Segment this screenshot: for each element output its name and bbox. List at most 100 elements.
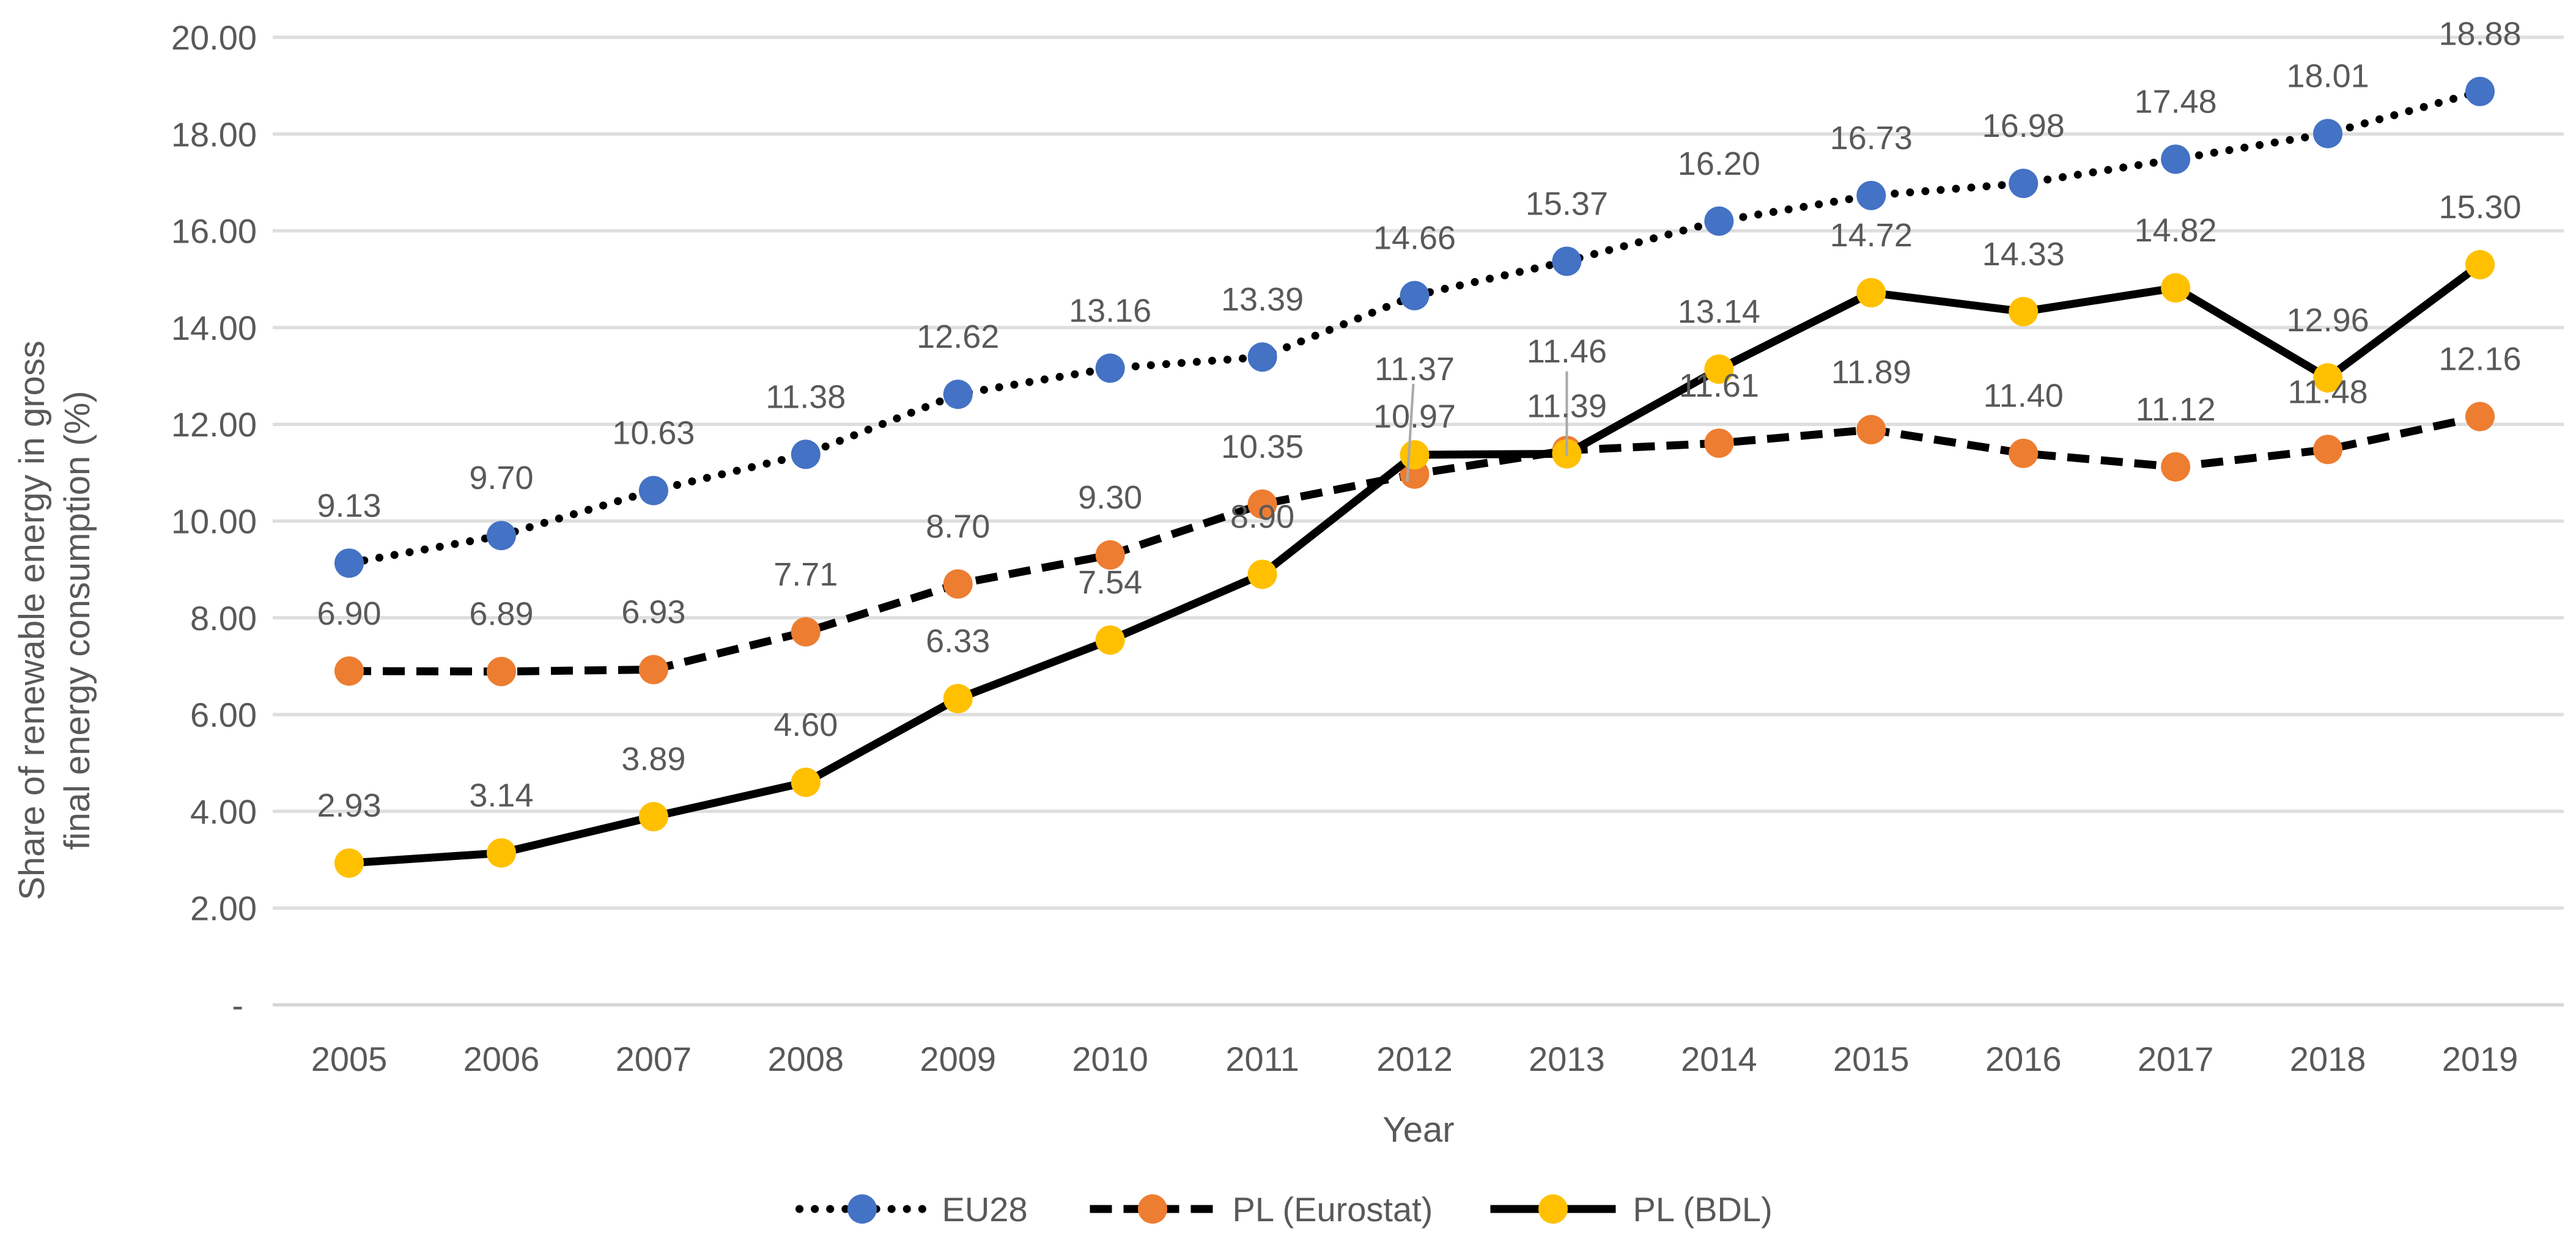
series-marker-eu28 [2465,76,2495,106]
data-label: 11.89 [1831,354,1911,391]
data-label: 10.63 [612,415,695,452]
legend-label: PL (Eurostat) [1233,1190,1433,1229]
series-marker-pl-eurostat- [334,656,364,686]
series-marker-eu28 [2009,169,2039,199]
series-marker-eu28 [1247,342,1277,372]
legend-item-eu28: EU28 [795,1190,1028,1229]
data-label: 6.89 [469,596,533,633]
x-tick-label: 2016 [1985,1040,2062,1078]
series-marker-pl-eurostat- [1704,428,1734,458]
data-label: 18.88 [2438,16,2521,53]
y-tick-label: 2.00 [190,889,257,928]
data-label-leader-line [1406,383,1415,482]
series-marker-pl-bdl- [334,848,364,878]
y-axis-title-line: final energy consumption (%) [57,391,97,850]
data-label: 11.46 [1527,333,1607,370]
series-marker-pl-bdl- [2313,363,2343,393]
y-tick-label: 18.00 [171,115,257,153]
x-tick-label: 2015 [1833,1040,1910,1078]
data-label: 11.38 [766,378,846,415]
series-marker-eu28 [638,476,668,505]
legend-label: PL (BDL) [1633,1190,1773,1229]
data-label: 11.12 [2136,391,2216,428]
y-tick-label: 14.00 [171,309,257,347]
data-label: 6.33 [926,623,990,660]
series-marker-pl-eurostat- [2161,452,2191,482]
data-label: 15.37 [1526,185,1608,222]
series-marker-pl-eurostat- [2009,438,2039,468]
x-tick-label: 2009 [920,1040,996,1078]
data-label: 12.96 [2287,302,2369,339]
data-label: 6.90 [317,595,381,632]
series-marker-pl-bdl- [2465,250,2495,280]
series-marker-pl-bdl- [791,767,821,797]
series-marker-pl-eurostat- [1856,414,1886,444]
legend-marker [1538,1194,1568,1224]
data-label: 14.66 [1373,220,1456,257]
y-tick-label: 20.00 [171,18,257,57]
series-marker-pl-bdl- [638,802,668,832]
data-label: 10.35 [1221,428,1304,465]
x-tick-label: 2007 [616,1040,692,1078]
series-marker-pl-bdl- [1247,559,1277,589]
data-label: 13.14 [1678,293,1760,330]
series-marker-pl-eurostat- [943,569,973,599]
data-label: 11.37 [1375,351,1455,388]
data-label: 11.40 [1984,378,2064,414]
data-label: 8.70 [926,508,990,545]
data-label: 13.16 [1069,292,1151,329]
data-label: 6.93 [621,593,685,630]
data-label: 13.39 [1221,281,1304,318]
series-marker-pl-bdl- [2161,273,2191,303]
x-tick-label: 2019 [2442,1040,2519,1078]
data-label: 16.20 [1678,145,1760,182]
series-marker-pl-eurostat- [2313,435,2343,465]
data-label: 11.39 [1527,388,1607,424]
series-marker-eu28 [943,380,973,410]
data-label: 4.60 [773,707,838,743]
data-label: 17.48 [2135,83,2217,120]
series-marker-pl-eurostat- [2465,402,2495,432]
legend: EU28 PL (Eurostat) PL (BDL) [795,1190,1773,1229]
data-label: 7.54 [1078,564,1142,601]
x-tick-label: 2011 [1225,1040,1299,1078]
series-marker-pl-eurostat- [791,617,821,647]
legend-label: EU28 [942,1190,1028,1229]
data-label: 9.70 [469,460,533,496]
series-marker-pl-bdl- [943,683,973,713]
data-label: 14.82 [2135,212,2217,249]
series-marker-eu28 [791,439,821,469]
y-tick-label: 16.00 [171,212,257,251]
data-label: 7.71 [773,556,838,593]
data-label: 8.90 [1230,499,1294,535]
x-tick-label: 2018 [2290,1040,2366,1078]
x-tick-label: 2017 [2138,1040,2214,1078]
series-marker-pl-eurostat- [1095,540,1125,570]
data-label: 9.13 [317,487,381,524]
series-marker-pl-eurostat- [638,655,668,685]
series-marker-eu28 [1095,353,1125,383]
series-marker-pl-eurostat- [1247,489,1277,519]
y-tick-label: 8.00 [190,599,257,638]
series-marker-pl-bdl- [1856,277,1886,307]
data-label: 3.14 [469,777,533,814]
y-tick-label: - [232,986,243,1024]
data-label: 9.30 [1078,479,1142,516]
data-label: 3.89 [621,741,685,777]
series-marker-eu28 [1856,180,1886,210]
legend-item-pl-eurostat-: PL (Eurostat) [1090,1190,1433,1229]
x-tick-label: 2006 [463,1040,540,1078]
series-marker-eu28 [1552,246,1582,276]
series-marker-pl-bdl- [486,838,516,868]
data-label: 16.98 [1982,108,2065,144]
series-marker-pl-bdl- [1704,354,1734,384]
data-label: 10.97 [1373,399,1456,435]
x-tick-label: 2005 [311,1040,388,1078]
series-marker-eu28 [334,548,364,578]
x-tick-label: 2010 [1072,1040,1148,1078]
series-marker-eu28 [2313,119,2343,149]
data-label: 12.16 [2438,341,2521,378]
legend-item-pl-bdl-: PL (BDL) [1490,1190,1773,1229]
data-label: 18.01 [2287,58,2369,95]
